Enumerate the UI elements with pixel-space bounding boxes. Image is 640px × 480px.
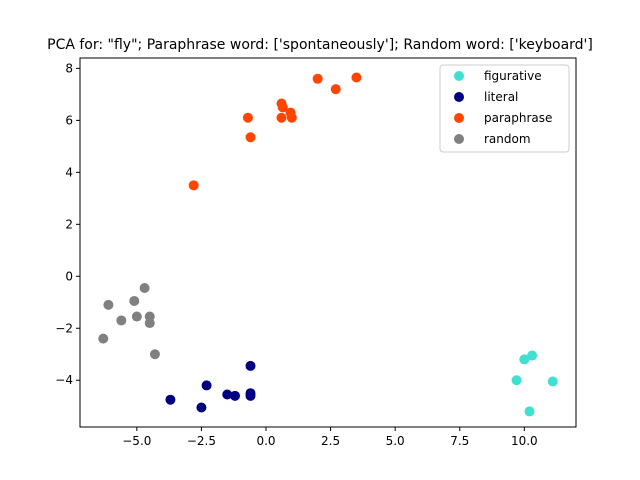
plot-points [98,72,558,417]
point-figurative-0 [519,354,530,365]
y-tick-label-4: 4 [65,165,73,179]
point-literal-0 [245,360,256,371]
point-figurative-2 [511,375,522,386]
x-tick-label-4: 5.0 [386,434,405,448]
point-random-1 [103,299,114,310]
x-tick-label-1: −2.5 [187,434,216,448]
point-paraphrase-10 [188,180,199,191]
point-paraphrase-4 [277,102,288,113]
x-tick-label-2: 0.0 [256,434,275,448]
point-literal-1 [201,380,212,391]
point-random-8 [149,349,160,360]
point-literal-3 [230,390,240,401]
legend-label-figurative: figurative [484,69,542,83]
point-paraphrase-6 [286,112,297,123]
legend-marker-literal [454,92,464,102]
x-tick-label-5: 7.5 [450,434,469,448]
point-paraphrase-9 [245,132,256,143]
legend-marker-random [454,134,464,144]
legend-frame [439,64,570,153]
y-tick-label-0: −4 [55,373,73,387]
point-paraphrase-1 [312,73,323,84]
point-paraphrase-2 [330,84,341,95]
y-tick-label-3: 2 [65,217,73,231]
point-paraphrase-0 [351,72,362,83]
x-tick-label-0: −5.0 [122,434,151,448]
point-paraphrase-8 [242,112,253,123]
y-tick-label-2: 0 [65,269,73,283]
point-random-7 [98,333,109,344]
point-figurative-1 [527,350,538,361]
x-axis: −5.0 −2.5 0.0 2.5 5.0 7.5 10.0 [122,427,538,448]
x-tick-label-3: 2.5 [321,434,340,448]
legend-label-random: random [484,132,531,146]
point-random-6 [144,318,155,329]
y-tick-label-5: 6 [65,113,73,127]
y-axis: −4 −2 0 2 4 6 8 [55,61,80,387]
chart-title: PCA for: "fly"; Paraphrase word: ['spont… [47,37,593,53]
legend-label-paraphrase: paraphrase [484,111,552,125]
point-literal-6 [165,394,176,405]
point-figurative-4 [524,406,535,417]
point-random-2 [129,295,140,306]
x-tick-label-6: 10.0 [511,434,538,448]
point-literal-5 [245,390,256,401]
point-random-4 [131,311,142,322]
point-figurative-3 [547,376,558,387]
point-paraphrase-7 [276,112,287,123]
point-literal-2 [222,389,233,400]
y-tick-label-6: 8 [65,61,73,75]
point-literal-7 [196,402,207,413]
point-random-3 [116,315,127,326]
plot-frame [79,57,577,428]
point-random-0 [139,282,150,293]
legend-marker-paraphrase [454,113,464,123]
legend-label-literal: literal [484,90,518,104]
legend: figurative literal paraphrase random [439,64,570,153]
legend-marker-figurative [454,71,464,81]
y-tick-label-1: −2 [55,321,73,335]
